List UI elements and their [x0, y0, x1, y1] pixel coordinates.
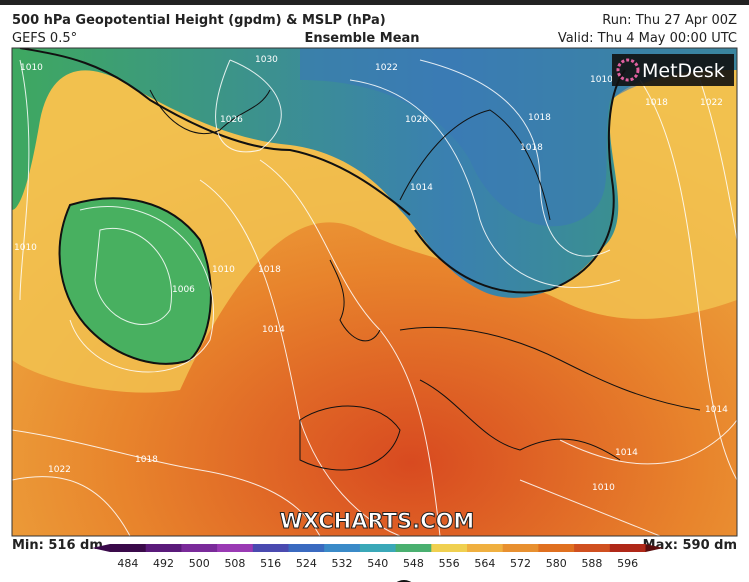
contour-label: 1018 — [520, 143, 543, 153]
logo-icon — [616, 58, 640, 82]
cold-core — [300, 48, 737, 227]
colorbar-label: 484 — [117, 557, 138, 570]
contour-label: 1018 — [645, 98, 668, 108]
colorbar-label: 500 — [189, 557, 210, 570]
contour-label: 1022 — [375, 63, 398, 73]
colorbar-label: 516 — [260, 557, 281, 570]
colorbar-swatch — [252, 544, 289, 552]
colorbar-label: 564 — [474, 557, 495, 570]
contour-label: 1010 — [212, 265, 235, 275]
contour-label: 1026 — [405, 115, 428, 125]
logo-box — [612, 54, 734, 86]
contour-label: 1014 — [262, 325, 285, 335]
contour-label: 1022 — [48, 465, 71, 475]
colorbar-swatch — [502, 544, 539, 552]
contour-label: 1014 — [705, 405, 728, 415]
colorbar-label: 572 — [510, 557, 531, 570]
run: Run: Thu 27 Apr 00Z — [602, 13, 737, 28]
contour-label: 1006 — [172, 285, 195, 295]
colorbar-swatch — [538, 544, 575, 552]
colorbar-label: 492 — [153, 557, 174, 570]
contour-label: 1026 — [220, 115, 243, 125]
colorbar-label: 596 — [617, 557, 638, 570]
colorbar-swatch — [359, 544, 397, 552]
colorbar: 484 492 500 508 516 524 532 540 548 556 564 572 580 5… — [92, 544, 664, 570]
colorbar-swatch — [467, 544, 504, 552]
watermark: WXCHARTS.COM — [280, 509, 475, 533]
logo: MetDesk — [642, 60, 725, 82]
contour-label: 1018 — [258, 265, 281, 275]
colorbar-swatch — [110, 544, 147, 552]
colorbar-label: 548 — [403, 557, 424, 570]
contour-label: 1010 — [14, 243, 37, 253]
map-frame — [11, 47, 738, 537]
valid: Valid: Thu 4 May 00:00 UTC — [558, 31, 737, 46]
contour-label: 1010 — [592, 483, 615, 493]
contour-label: 1022 — [700, 98, 723, 108]
colorbar-swatch — [574, 544, 611, 552]
colorbar-min: Min: 516 dm — [12, 538, 103, 553]
colorbar-max: Max: 590 dm — [643, 538, 737, 553]
colorbar-swatch — [395, 544, 432, 552]
colorbar-label: 524 — [296, 557, 317, 570]
title: 500 hPa Geopotential Height (gpdm) & MSL… — [12, 13, 386, 28]
colorbar-swatch — [288, 544, 325, 552]
colorbar-arrow — [645, 544, 664, 552]
colorbar-label: 540 — [367, 557, 388, 570]
contour-label: 1014 — [410, 183, 433, 193]
colorbar-label: 588 — [581, 557, 602, 570]
contour-label: 1014 — [615, 448, 638, 458]
top-strip — [0, 0, 749, 5]
colorbar-arrow — [92, 544, 110, 552]
subtitle: Ensemble Mean — [304, 31, 419, 46]
map: 1030 1026 1022 1026 1018 1014 1010 1006 … — [12, 48, 737, 536]
colorbar-swatch — [217, 544, 254, 552]
coastlines — [149, 89, 701, 471]
colorbar-label: 508 — [224, 557, 245, 570]
contour-label: 1030 — [255, 55, 278, 65]
colorbar-label: 556 — [439, 557, 460, 570]
contour-labels: 1030 1026 1022 1026 1018 1014 1010 1006 … — [14, 55, 728, 493]
contour-label: 1010 — [20, 63, 43, 73]
colorbar-label: 580 — [546, 557, 567, 570]
colorbar-swatch — [181, 544, 218, 552]
colorbar-swatch — [145, 544, 182, 552]
contour-label: 1018 — [528, 113, 551, 123]
contour-label: 1010 — [590, 75, 613, 85]
colorbar-swatch — [431, 544, 468, 552]
colorbar-label: 532 — [332, 557, 353, 570]
colorbar-swatch — [324, 544, 361, 552]
colorbar-swatch — [609, 544, 646, 552]
model: GEFS 0.5° — [12, 31, 77, 46]
contour-label: 1018 — [135, 455, 158, 465]
